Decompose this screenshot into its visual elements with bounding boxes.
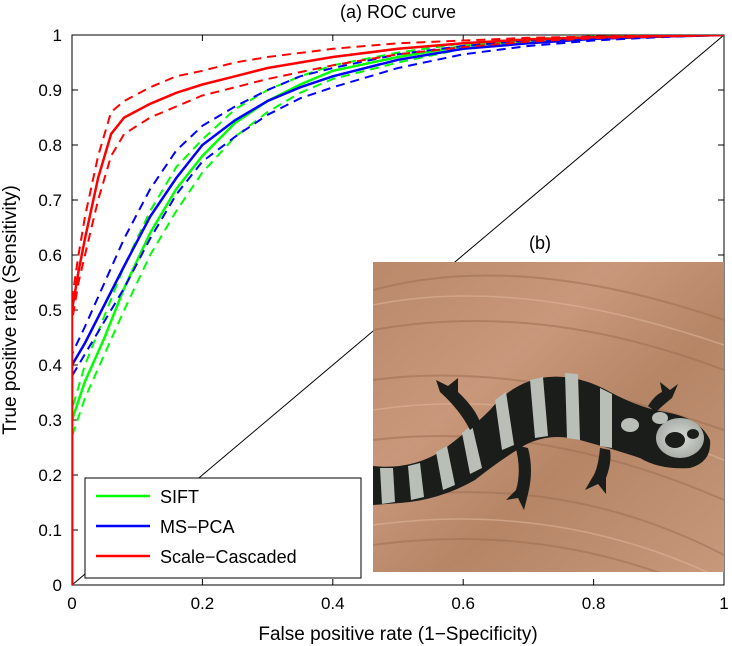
- inset-label: (b): [529, 233, 551, 253]
- roc-curves: [72, 35, 724, 585]
- legend-item-scale-cascaded: Scale−Cascaded: [96, 547, 297, 567]
- y-axis-label: True positive rate (Sensitivity): [0, 185, 21, 435]
- legend-label-ms-pca: MS−PCA: [160, 517, 235, 537]
- chart-title: (a) ROC curve: [340, 2, 456, 22]
- y-tick-label: 0.1: [38, 521, 62, 540]
- salamander-photo-inset: (b): [373, 233, 724, 572]
- legend-item-ms-pca: MS−PCA: [96, 517, 235, 537]
- y-tick-label: 0.7: [38, 191, 62, 210]
- y-tick-label: 0.9: [38, 81, 62, 100]
- series-sift-upper-bound: [72, 35, 724, 585]
- x-tick-label: 1: [719, 594, 728, 613]
- y-tick-label: 0.5: [38, 301, 62, 320]
- x-tick-label: 0.4: [321, 594, 345, 613]
- y-tick-label: 0.4: [38, 356, 62, 375]
- x-axis-ticks: 0 0.2 0.4 0.6 0.8 1: [67, 35, 729, 613]
- legend-label-sift: SIFT: [160, 487, 199, 507]
- y-tick-label: 1: [53, 26, 62, 45]
- salamander-icon: [373, 373, 711, 510]
- legend-label-scale-cascaded: Scale−Cascaded: [160, 547, 297, 567]
- legend-item-sift: SIFT: [96, 487, 199, 507]
- y-tick-label: 0.6: [38, 246, 62, 265]
- y-tick-label: 0.3: [38, 411, 62, 430]
- legend: SIFT MS−PCA Scale−Cascaded: [84, 477, 362, 579]
- x-tick-label: 0: [67, 594, 76, 613]
- x-tick-label: 0.6: [451, 594, 475, 613]
- x-axis-label: False positive rate (1−Specificity): [258, 624, 537, 645]
- y-tick-label: 0.8: [38, 136, 62, 155]
- x-tick-label: 0.8: [582, 594, 606, 613]
- series-scale-cascaded-lower-bound: [72, 35, 724, 585]
- y-axis-ticks: 0 0.1 0.2 0.3 0.4 0.5 0.6 0.7 0.8 0.9 1: [38, 26, 724, 595]
- series-scale-cascaded-upper-bound: [72, 35, 724, 585]
- y-tick-label: 0: [53, 576, 62, 595]
- series-scale-cascaded-line: [72, 35, 724, 585]
- legend-box: [84, 477, 362, 579]
- x-tick-label: 0.2: [191, 594, 215, 613]
- y-tick-label: 0.2: [38, 466, 62, 485]
- series-ms-pca-line: [72, 35, 724, 585]
